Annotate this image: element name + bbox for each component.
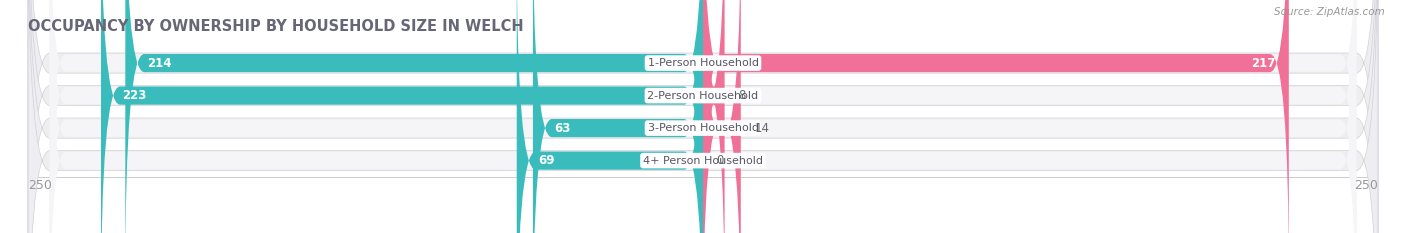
Text: 250: 250 bbox=[28, 179, 52, 192]
FancyBboxPatch shape bbox=[28, 0, 1378, 233]
Text: 4+ Person Household: 4+ Person Household bbox=[643, 156, 763, 166]
Text: OCCUPANCY BY OWNERSHIP BY HOUSEHOLD SIZE IN WELCH: OCCUPANCY BY OWNERSHIP BY HOUSEHOLD SIZE… bbox=[28, 19, 524, 34]
Legend: Owner-occupied, Renter-occupied: Owner-occupied, Renter-occupied bbox=[572, 230, 834, 233]
Text: 1-Person Household: 1-Person Household bbox=[648, 58, 758, 68]
FancyBboxPatch shape bbox=[28, 0, 1378, 233]
Text: 14: 14 bbox=[754, 122, 769, 135]
Text: 69: 69 bbox=[538, 154, 555, 167]
FancyBboxPatch shape bbox=[49, 0, 1357, 233]
FancyBboxPatch shape bbox=[703, 0, 724, 233]
FancyBboxPatch shape bbox=[517, 0, 703, 233]
Text: 214: 214 bbox=[146, 57, 172, 70]
FancyBboxPatch shape bbox=[101, 0, 703, 233]
FancyBboxPatch shape bbox=[49, 0, 1357, 233]
Text: 250: 250 bbox=[1354, 179, 1378, 192]
Text: 223: 223 bbox=[122, 89, 148, 102]
Text: 0: 0 bbox=[717, 154, 724, 167]
FancyBboxPatch shape bbox=[49, 0, 1357, 233]
Text: 3-Person Household: 3-Person Household bbox=[648, 123, 758, 133]
Text: 217: 217 bbox=[1251, 57, 1275, 70]
Text: Source: ZipAtlas.com: Source: ZipAtlas.com bbox=[1274, 7, 1385, 17]
FancyBboxPatch shape bbox=[533, 0, 703, 233]
FancyBboxPatch shape bbox=[703, 0, 741, 233]
FancyBboxPatch shape bbox=[125, 0, 703, 233]
Text: 2-Person Household: 2-Person Household bbox=[647, 91, 759, 101]
FancyBboxPatch shape bbox=[28, 0, 1378, 233]
Text: 63: 63 bbox=[554, 122, 571, 135]
FancyBboxPatch shape bbox=[28, 0, 1378, 233]
Text: 8: 8 bbox=[738, 89, 745, 102]
FancyBboxPatch shape bbox=[703, 0, 1289, 233]
FancyBboxPatch shape bbox=[49, 0, 1357, 233]
